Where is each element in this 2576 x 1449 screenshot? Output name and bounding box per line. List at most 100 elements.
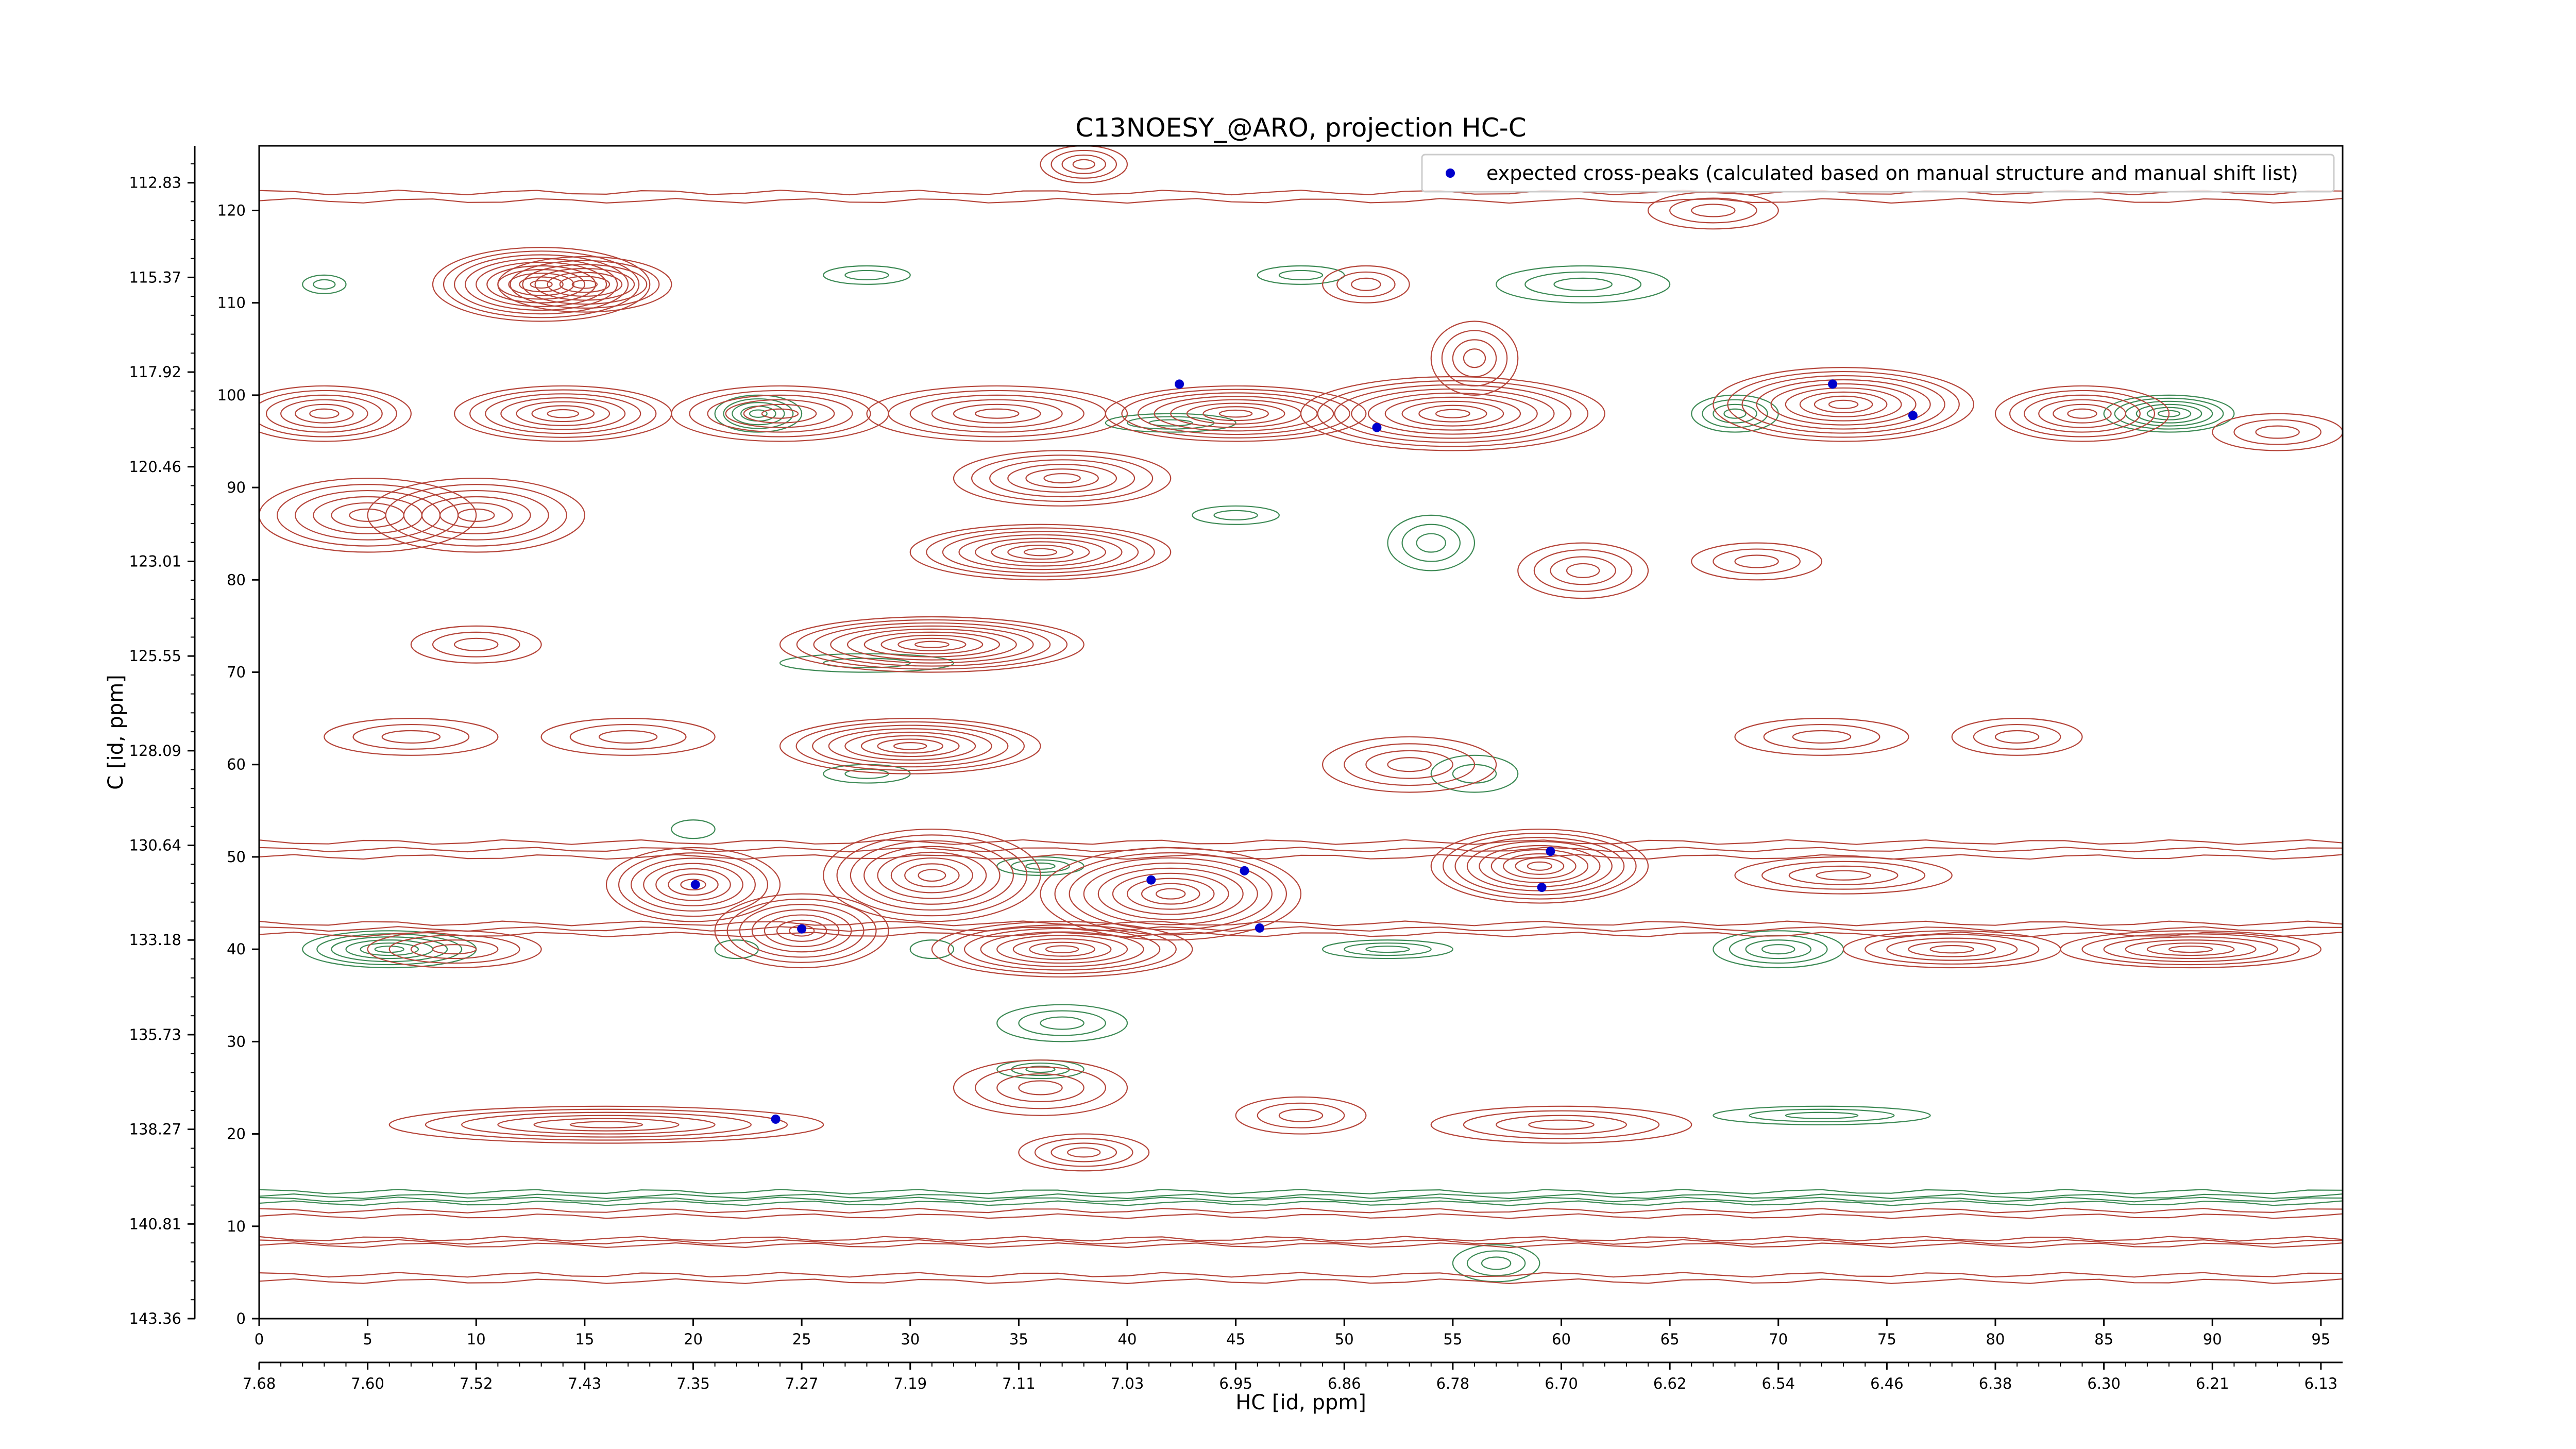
positive-contour-level xyxy=(547,272,623,297)
positive-contour-level xyxy=(1034,1138,1133,1167)
negative-contour-level xyxy=(1018,1010,1106,1036)
negative-contour-level xyxy=(1365,946,1410,953)
plot-frame xyxy=(258,145,2344,1320)
positive-peak xyxy=(1994,385,2170,442)
x-ppm-tick-label: 6.95 xyxy=(1219,1375,1252,1392)
positive-contour-level xyxy=(2009,390,2156,437)
x-tick-label: 60 xyxy=(1552,1330,1571,1348)
positive-contour-level xyxy=(1430,1105,1692,1144)
positive-peak xyxy=(779,718,1041,774)
positive-contour-level xyxy=(860,735,960,757)
positive-contour-level xyxy=(1515,857,1565,875)
positive-contour-level xyxy=(508,273,574,296)
y-ppm-tick-label: 115.37 xyxy=(129,268,181,286)
positive-contour-level xyxy=(823,829,1041,922)
positive-contour-level xyxy=(569,723,687,750)
positive-contour-level xyxy=(2125,939,2257,959)
positive-contour-level xyxy=(1566,563,1600,578)
positive-contour-level xyxy=(439,502,513,528)
positive-contour-level xyxy=(1387,757,1432,772)
x-tick-label: 50 xyxy=(1335,1330,1354,1348)
positive-contour-level xyxy=(877,851,987,899)
positive-contour-level xyxy=(1788,865,1899,885)
expected-cross-peak-marker xyxy=(1255,923,1264,933)
negative-contour-level xyxy=(1761,944,1795,955)
positive-peak xyxy=(1300,376,1605,451)
negative-contour-level xyxy=(1213,510,1258,520)
negative-contour-level xyxy=(1785,1111,1859,1119)
positive-contour-level xyxy=(1126,878,1215,910)
positive-contour-level xyxy=(1741,375,1945,434)
positive-contour-level xyxy=(1083,862,1258,925)
positive-peak xyxy=(866,385,1128,442)
positive-contour-level xyxy=(2024,394,2141,433)
positive-contour-level xyxy=(813,622,1051,667)
positive-contour-level xyxy=(457,508,495,522)
negative-contour-level xyxy=(1025,862,1056,870)
negative-contour-level xyxy=(1524,271,1642,297)
positive-contour-level xyxy=(689,390,871,437)
positive-contour-level xyxy=(1322,265,1410,304)
positive-peak xyxy=(931,921,1193,978)
positive-contour-level xyxy=(1367,392,1538,435)
positive-contour-level xyxy=(643,863,743,906)
negative-peak xyxy=(671,819,716,839)
y-ppm-tick-label: 112.83 xyxy=(129,174,181,192)
negative-contour-level xyxy=(302,274,347,294)
positive-contour-level xyxy=(2212,413,2343,451)
positive-peak xyxy=(909,524,1172,581)
positive-contour-level xyxy=(1097,867,1244,920)
positive-contour-level xyxy=(909,394,1084,433)
negative-contour-level xyxy=(996,1004,1128,1042)
x-tick-label: 65 xyxy=(1660,1330,1680,1348)
positive-contour-level xyxy=(1012,938,1112,961)
positive-contour-level xyxy=(904,863,960,888)
positive-contour-level xyxy=(863,846,1001,905)
positive-band xyxy=(259,1207,2343,1219)
y-ppm-tick-label: 133.18 xyxy=(129,931,181,949)
positive-contour-level xyxy=(1951,718,2083,756)
positive-contour-level xyxy=(1528,1119,1595,1130)
positive-contour-level xyxy=(1156,888,1186,900)
negative-contour-level xyxy=(2146,407,2192,420)
positive-contour-level xyxy=(432,944,477,955)
positive-contour-level xyxy=(1336,271,1396,297)
y-tick-label: 40 xyxy=(227,940,246,958)
positive-contour-level xyxy=(1351,388,1555,439)
positive-peak xyxy=(388,1105,824,1144)
positive-contour-level xyxy=(500,397,626,430)
negative-contour-level xyxy=(732,402,785,426)
x-ppm-tick-label: 6.70 xyxy=(1545,1375,1578,1392)
positive-contour-level xyxy=(569,1121,643,1128)
positive-contour-level xyxy=(1023,548,1058,557)
positive-contour-level xyxy=(989,459,1136,498)
x-ppm-tick-label: 7.03 xyxy=(1111,1375,1144,1392)
positive-peak xyxy=(1713,367,1974,442)
y-tick-label: 80 xyxy=(227,571,246,588)
positive-peak xyxy=(1517,542,1649,599)
positive-contour-level xyxy=(975,408,1020,419)
x-tick-label: 0 xyxy=(255,1330,264,1348)
x-ppm-tick-label: 7.60 xyxy=(351,1375,384,1392)
positive-contour-level xyxy=(795,721,1025,771)
positive-band-line xyxy=(259,926,2343,932)
positive-contour-level xyxy=(516,401,611,426)
positive-contour-level xyxy=(510,260,660,309)
x-ppm-tick-label: 7.35 xyxy=(676,1375,710,1392)
y-ppm-axis-ticks: 143.36 140.81 138.27 135.73 133.18 130.64 128.… xyxy=(129,163,195,1327)
positive-contour-level xyxy=(1141,883,1200,905)
negative-contour-level xyxy=(313,279,336,290)
y-axis-ticks: 0 10 20 30 40 50 60 70 80 90 100 110 120 xyxy=(217,201,259,1327)
y-ppm-tick-label: 117.92 xyxy=(129,363,181,381)
negative-contour-level xyxy=(1713,403,1757,424)
positive-contour-level xyxy=(866,385,1128,442)
positive-contour-level xyxy=(1069,857,1273,931)
negative-contour-level xyxy=(1430,754,1519,793)
x-tick-label: 10 xyxy=(467,1330,486,1348)
positive-contour-level xyxy=(454,254,629,315)
positive-band-line xyxy=(259,189,2343,196)
positive-contour-level xyxy=(668,873,719,896)
positive-contour-level xyxy=(812,724,1009,768)
negative-band-line xyxy=(259,1193,2343,1200)
